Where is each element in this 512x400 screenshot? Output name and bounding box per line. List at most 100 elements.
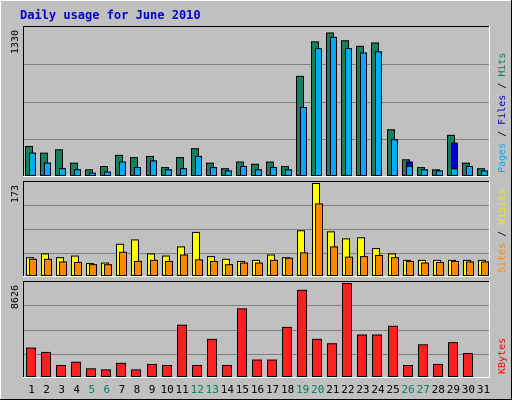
bar-kbytes-day-12	[192, 365, 202, 377]
bar-kbytes-day-24	[372, 334, 382, 377]
x-tick-label: 21	[326, 383, 339, 396]
legend-part: Hits	[497, 53, 508, 77]
bar-sites-day-23	[360, 256, 368, 277]
chart-title: Daily usage for June 2010	[20, 8, 201, 22]
x-tick-label: 8	[134, 383, 141, 396]
bar-kbytes-day-6	[101, 369, 111, 377]
x-tick-label: 14	[221, 383, 235, 396]
x-tick-label: 12	[191, 383, 204, 396]
bar-sites-day-22	[345, 256, 353, 277]
x-tick-label: 13	[206, 383, 219, 396]
bar-pages-day-9	[150, 160, 157, 176]
bar-pages-day-28	[436, 170, 443, 177]
x-tick-label: 10	[160, 383, 173, 396]
x-tick-label: 11	[176, 383, 189, 396]
bar-pages-day-8	[134, 167, 141, 177]
x-tick-label: 30	[462, 383, 475, 396]
plot-area	[23, 26, 490, 177]
bar-pages-day-22	[345, 48, 352, 176]
series-legend-label: KBytes	[497, 338, 508, 374]
x-tick-label: 27	[417, 383, 430, 396]
bar-pages-day-11	[180, 168, 187, 176]
x-tick-label: 1	[28, 383, 35, 396]
x-tick-label: 16	[251, 383, 264, 396]
x-tick-label: 22	[341, 383, 354, 396]
bar-kbytes-day-17	[267, 359, 277, 377]
bar-pages-day-31	[481, 170, 488, 177]
bar-sites-day-1	[29, 258, 37, 277]
x-tick-label: 23	[356, 383, 369, 396]
bar-kbytes-day-9	[147, 363, 157, 377]
bar-pages-day-16	[255, 169, 262, 176]
bar-pages-day-1	[29, 152, 36, 176]
legend-part: /	[497, 225, 508, 243]
bar-kbytes-day-7	[116, 362, 126, 377]
bar-pages-day-12	[195, 155, 202, 176]
bar-pages-day-10	[165, 169, 172, 176]
x-tick-label: 26	[402, 383, 415, 396]
x-tick-label: 20	[311, 383, 324, 396]
bar-pages-day-6	[104, 171, 111, 177]
x-tick-label: 9	[149, 383, 156, 396]
x-tick-label: 6	[104, 383, 111, 396]
bar-kbytes-day-3	[56, 365, 66, 377]
bar-kbytes-day-25	[388, 325, 398, 377]
bar-kbytes-day-18	[282, 326, 292, 377]
bar-sites-day-25	[391, 257, 399, 276]
bar-sites-day-21	[330, 246, 338, 277]
bar-pages-day-14	[225, 170, 232, 177]
legend-part: Sites	[497, 243, 508, 273]
x-tick-label: 7	[119, 383, 126, 396]
bar-kbytes-day-1	[26, 347, 36, 378]
bar-kbytes-day-14	[222, 365, 232, 377]
legend-part: Pages	[497, 143, 508, 173]
bar-sites-day-3	[59, 261, 67, 276]
legend-part: KBytes	[497, 338, 508, 374]
bar-sites-day-24	[375, 255, 383, 277]
x-tick-label: 18	[281, 383, 294, 396]
bar-sites-day-14	[225, 264, 233, 276]
x-tick-label: 4	[73, 383, 80, 396]
bar-sites-day-11	[180, 254, 188, 277]
bar-pages-day-3	[59, 168, 66, 176]
bar-sites-day-12	[195, 259, 203, 277]
bar-kbytes-day-2	[41, 351, 51, 378]
bar-pages-day-21	[330, 36, 337, 177]
panel-kbytes: 8626 KBytes	[10, 281, 508, 378]
bar-pages-day-27	[421, 169, 428, 176]
bar-sites-day-17	[270, 259, 278, 277]
bar-sites-day-8	[134, 260, 142, 276]
bar-kbytes-day-15	[237, 308, 247, 377]
bar-pages-day-29	[451, 168, 458, 176]
bar-sites-day-15	[240, 262, 248, 277]
bar-sites-day-31	[481, 261, 489, 276]
x-tick-label: 2	[43, 383, 50, 396]
x-tick-label: 31	[477, 383, 490, 396]
x-tick-label: 3	[58, 383, 65, 396]
bar-sites-day-6	[104, 264, 112, 276]
x-axis-labels: 1 2 3 4 5 6 7 8 9 10 11 12 13 14 15 16 17 18 19 20 21 22 23 24 2…	[28, 383, 490, 396]
x-tick-label: 15	[236, 383, 249, 396]
bar-kbytes-day-11	[177, 324, 187, 378]
panel-hits: 1330 Pages / Files / Hits	[10, 26, 508, 177]
x-tick-label: 24	[371, 383, 385, 396]
bar-sites-day-27	[421, 262, 429, 277]
x-tick-label: 19	[296, 383, 309, 396]
bar-pages-day-4	[74, 169, 81, 176]
x-tick-label: 25	[386, 383, 399, 396]
bar-pages-day-18	[285, 169, 292, 176]
bar-sites-day-19	[300, 252, 308, 276]
y-max-label: 8626	[10, 285, 21, 309]
x-tick-label: 17	[266, 383, 279, 396]
bar-sites-day-16	[255, 262, 263, 277]
bar-kbytes-day-28	[433, 363, 443, 377]
y-max-label: 1330	[10, 30, 21, 54]
bar-pages-day-24	[375, 51, 382, 176]
x-tick-label: 28	[432, 383, 445, 396]
bar-sites-day-5	[89, 264, 97, 276]
bar-sites-day-2	[44, 258, 52, 277]
chart-panels: 1330 Pages / Files / Hits 173 Sites / Visit…	[10, 26, 508, 378]
bar-pages-day-25	[391, 139, 398, 177]
series-legend-label: Sites / Visits	[497, 189, 508, 273]
